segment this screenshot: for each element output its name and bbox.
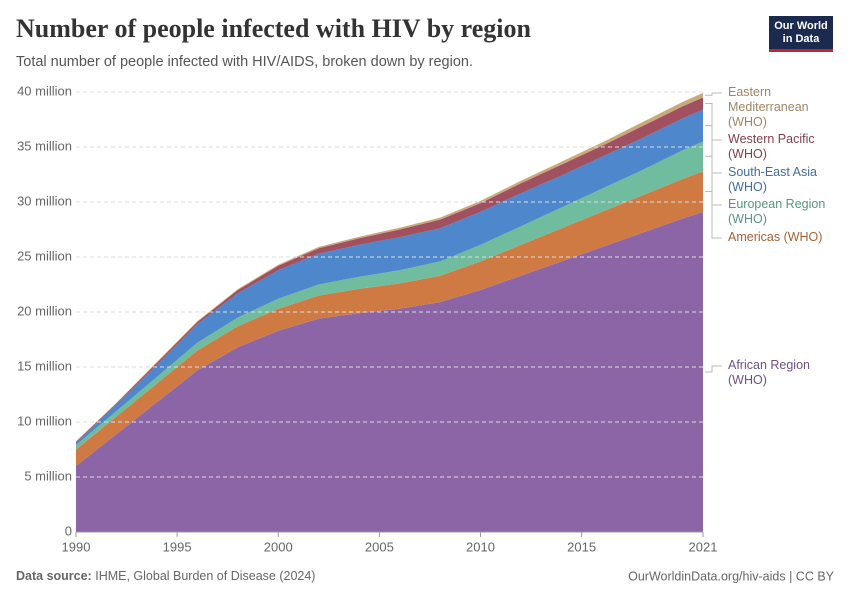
series-label[interactable]: Western Pacific (WHO) [728, 132, 815, 161]
url: OurWorldinData.org/hiv-aids | CC BY [628, 569, 835, 583]
source: Data source: IHME, Global Burden of Dise… [16, 569, 315, 583]
source-label: Data source: [16, 569, 92, 583]
label-connector [705, 103, 722, 141]
x-tick-label: 1995 [163, 539, 192, 554]
y-tick-label: 10 million [17, 413, 72, 428]
label-connector [705, 365, 722, 373]
x-tick-label: 2015 [567, 539, 596, 554]
label-connector [705, 125, 722, 174]
series-label[interactable]: African Region (WHO) [728, 358, 810, 387]
x-tick-label: 1990 [62, 539, 91, 554]
y-tick-label: 40 million [17, 83, 72, 98]
series-label[interactable]: South-East Asia (WHO) [728, 165, 817, 194]
source-text: IHME, Global Burden of Disease (2024) [95, 569, 315, 583]
area [76, 141, 703, 450]
area [76, 211, 703, 532]
chart-subtitle: Total number of people infected with HIV… [16, 54, 473, 70]
chart-title: Number of people infected with HIV by re… [16, 14, 531, 43]
y-tick-label: 30 million [17, 193, 72, 208]
series-label[interactable]: Eastern Mediterranean (WHO) [728, 85, 809, 129]
area [76, 171, 703, 466]
label-connector [705, 155, 722, 206]
x-tick-label: 2000 [264, 539, 293, 554]
x-tick-label: 2021 [689, 539, 718, 554]
y-tick-label: 5 million [24, 468, 72, 483]
x-tick-label: 2010 [466, 539, 495, 554]
x-tick-label: 2005 [365, 539, 394, 554]
series-label[interactable]: European Region (WHO) [728, 197, 826, 226]
y-tick-label: 20 million [17, 303, 72, 318]
y-tick-label: 15 million [17, 358, 72, 373]
series-label[interactable]: Americas (WHO) [728, 230, 823, 244]
label-connector [705, 191, 722, 239]
areas [76, 92, 703, 532]
area [76, 97, 703, 443]
y-tick-label: 35 million [17, 138, 72, 153]
label-connector [705, 92, 722, 96]
y-tick-label: 0 [65, 523, 72, 538]
y-tick-label: 25 million [17, 248, 72, 263]
logo[interactable]: Our World in Data [769, 16, 833, 52]
area [76, 109, 703, 446]
